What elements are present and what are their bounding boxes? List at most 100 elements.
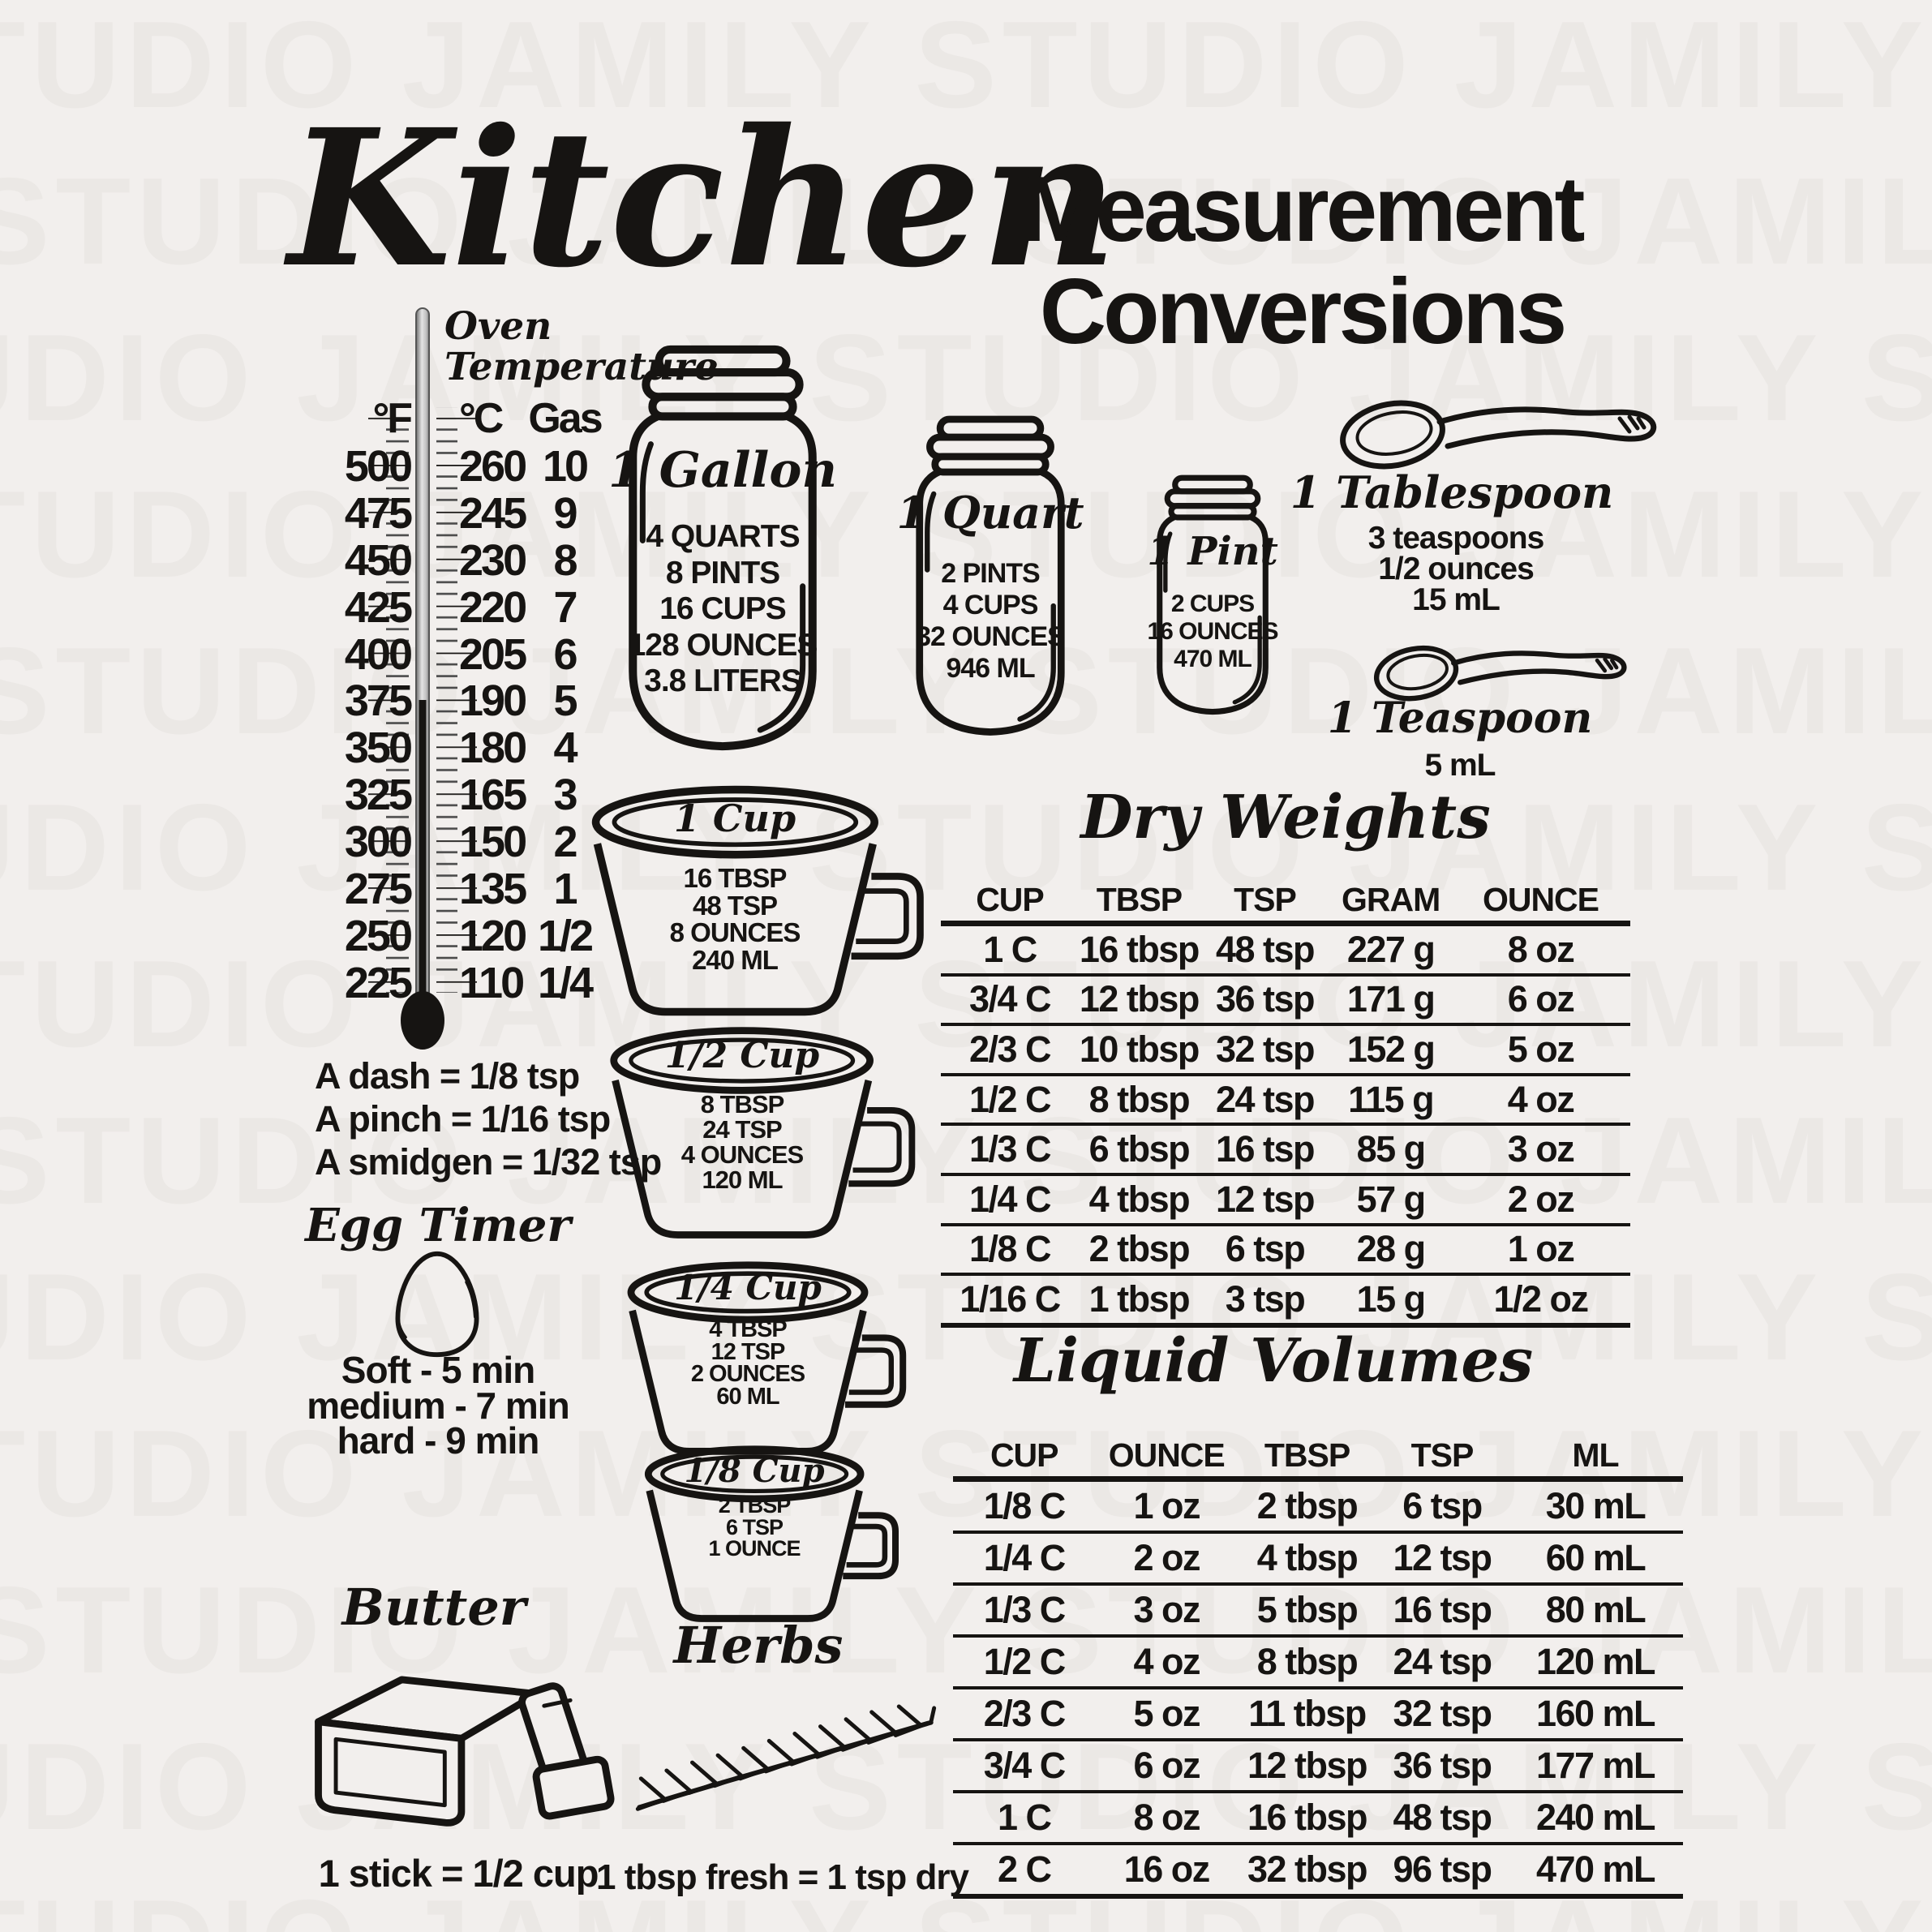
table-cell: 1/8 C bbox=[968, 1228, 1052, 1270]
spoon-fact-line: 1/2 ounces bbox=[1378, 552, 1535, 586]
cup-1-facts: 16 TBSP 48 TSP 8 OUNCES 240 ML bbox=[588, 865, 882, 973]
table-cell: 470 mL bbox=[1535, 1848, 1656, 1890]
watermark-row: STUDIO JAMILY STUDIO JAMILY STUDIO JAMIL… bbox=[0, 1865, 1932, 1932]
oven-table-row: 250 120 1/2 bbox=[308, 911, 608, 960]
gas-mark-value: 1/4 bbox=[537, 958, 594, 1007]
table-cell: 32 tbsp bbox=[1247, 1848, 1368, 1890]
table-cell: 12 tbsp bbox=[1079, 978, 1200, 1020]
cup-fact-line: 2 TBSP bbox=[718, 1493, 792, 1518]
jar-fact-line: 128 OUNCES bbox=[628, 627, 818, 663]
butter-title: Butter bbox=[341, 1578, 526, 1637]
table-cell: 1 tbsp bbox=[1088, 1277, 1191, 1320]
spoon-fact-line: 5 mL bbox=[1424, 748, 1496, 783]
table-cell: 24 tsp bbox=[1393, 1641, 1492, 1682]
watermark-row: STUDIO JAMILY STUDIO JAMILY STUDIO JAMIL… bbox=[0, 466, 1932, 603]
egg-time-line: Soft - 5 min bbox=[341, 1349, 535, 1391]
celsius-value: 220 bbox=[459, 582, 527, 632]
jar-fact-line: 2 PINTS bbox=[941, 558, 1040, 589]
column-header: TBSP bbox=[1096, 880, 1183, 918]
cup-fact-line: 2 OUNCES bbox=[690, 1361, 805, 1387]
fahrenheit-value: 250 bbox=[344, 911, 413, 960]
table-cell: 2/3 C bbox=[968, 1028, 1052, 1070]
oven-table-row: 275 135 1 bbox=[308, 864, 608, 914]
gas-mark-value: 2 bbox=[553, 818, 577, 867]
herbs-note: 1 tbsp fresh = 1 tsp dry bbox=[596, 1857, 969, 1897]
table-cell: 1/2 C bbox=[983, 1641, 1067, 1682]
table-row: 1/8 C 2 tbsp 6 tsp 28 g 1 oz bbox=[941, 1226, 1630, 1277]
table-cell: 15 g bbox=[1356, 1277, 1427, 1320]
table-cell: 177 mL bbox=[1535, 1745, 1656, 1786]
fahrenheit-value: 425 bbox=[344, 582, 413, 632]
table-cell: 1/16 C bbox=[960, 1277, 1061, 1320]
column-header: OUNCE bbox=[1482, 880, 1599, 918]
tablespoon-facts: 3 teaspoons 1/2 ounces 15 mL bbox=[1282, 521, 1630, 616]
table-cell: 1/4 C bbox=[983, 1537, 1067, 1578]
gas-mark-value: 8 bbox=[553, 535, 577, 585]
table-row: 1/8 C 1 oz 2 tbsp 6 tsp 30 mL bbox=[953, 1482, 1683, 1534]
dry-weights-table: CUP TBSP TSP GRAM OUNCE 1 C 16 tbsp 48 tsp 2… bbox=[941, 878, 1630, 1328]
tablespoon-name: 1 Tablespoon bbox=[1290, 466, 1614, 518]
celsius-value: 245 bbox=[459, 488, 527, 538]
oven-table-rows: 500 260 10 475 245 9 450 230 8 425 bbox=[308, 441, 608, 1007]
cup-eighth-name: 1/8 Cup bbox=[684, 1452, 825, 1490]
oven-table-header: °F °C Gas bbox=[308, 394, 608, 442]
table-row: 1/2 C 8 tbsp 24 tsp 115 g 4 oz bbox=[941, 1076, 1630, 1127]
table-cell: 3/4 C bbox=[968, 978, 1052, 1020]
watermark-row: STUDIO JAMILY STUDIO JAMILY STUDIO JAMIL… bbox=[0, 1405, 1932, 1543]
table-cell: 80 mL bbox=[1545, 1589, 1646, 1630]
table-row: 1 C 16 tbsp 48 tsp 227 g 8 oz bbox=[941, 926, 1630, 977]
liquid-volumes-title: Liquid Volumes bbox=[1013, 1326, 1534, 1396]
gas-mark-value: 5 bbox=[553, 676, 577, 726]
table-cell: 8 oz bbox=[1507, 928, 1575, 970]
watermark-row: STUDIO JAMILY STUDIO JAMILY STUDIO JAMIL… bbox=[0, 935, 1932, 1073]
jar-quart-facts: 2 PINTS 4 CUPS 32 OUNCES 946 ML bbox=[894, 558, 1087, 685]
table-cell: 6 tsp bbox=[1402, 1485, 1483, 1526]
table-cell: 1 C bbox=[997, 1797, 1052, 1838]
egg-icon bbox=[395, 1251, 479, 1358]
teaspoon-icon bbox=[1373, 645, 1627, 702]
page-title-block: Measurement Conversions bbox=[917, 159, 1687, 363]
table-row: 1/16 C 1 tbsp 3 tsp 15 g 1/2 oz bbox=[941, 1276, 1630, 1328]
cup-half-facts: 8 TBSP 24 TSP 4 OUNCES 120 ML bbox=[607, 1092, 878, 1192]
gas-mark-value: 6 bbox=[553, 629, 577, 679]
table-cell: 32 tsp bbox=[1393, 1693, 1492, 1734]
watermark-row: STUDIO JAMILY STUDIO JAMILY STUDIO JAMIL… bbox=[0, 1092, 1932, 1230]
column-header: TSP bbox=[1410, 1436, 1475, 1474]
gas-mark-value: 1 bbox=[553, 865, 577, 914]
celsius-value: 190 bbox=[459, 676, 527, 726]
table-cell: 1/2 C bbox=[968, 1078, 1052, 1120]
pinch-definitions: A dash = 1/8 tsp A pinch = 1/16 tsp A smid… bbox=[315, 1054, 662, 1183]
mason-jar-quart-icon bbox=[916, 415, 1065, 736]
table-cell: 160 mL bbox=[1535, 1693, 1656, 1734]
table-row: 1/2 C 4 oz 8 tbsp 24 tsp 120 mL bbox=[953, 1638, 1683, 1689]
table-cell: 6 oz bbox=[1133, 1745, 1200, 1786]
gas-mark-value: 10 bbox=[542, 442, 589, 491]
dry-weights-rows: 1 C 16 tbsp 48 tsp 227 g 8 oz 3/4 C 12 t… bbox=[941, 926, 1630, 1328]
spoon-fact-line: 3 teaspoons bbox=[1367, 521, 1545, 556]
table-cell: 16 tbsp bbox=[1247, 1797, 1368, 1838]
table-cell: 4 tbsp bbox=[1088, 1178, 1191, 1220]
table-cell: 1 C bbox=[983, 928, 1037, 970]
table-cell: 1/8 C bbox=[983, 1485, 1067, 1526]
egg-time-line: medium - 7 min bbox=[307, 1384, 569, 1427]
fahrenheit-value: 500 bbox=[344, 442, 413, 491]
jar-quart-name: 1 Quart bbox=[896, 487, 1084, 539]
celsius-value: 150 bbox=[459, 818, 527, 867]
table-cell: 36 tsp bbox=[1393, 1745, 1492, 1786]
table-cell: 36 tsp bbox=[1215, 978, 1316, 1020]
celsius-value: 205 bbox=[459, 629, 527, 679]
column-header: OUNCE bbox=[1108, 1436, 1226, 1474]
table-cell: 8 tbsp bbox=[1088, 1078, 1191, 1120]
egg-time-line: hard - 9 min bbox=[337, 1419, 540, 1462]
jar-fact-line: 2 CUPS bbox=[1170, 590, 1255, 617]
table-cell: 1/3 C bbox=[983, 1589, 1067, 1630]
page-title-script: Kitchen bbox=[288, 88, 1118, 309]
cup-fact-line: 8 OUNCES bbox=[669, 917, 801, 947]
measuring-cup-eighth-icon bbox=[644, 1445, 899, 1622]
table-cell: 2 oz bbox=[1133, 1537, 1200, 1578]
fahrenheit-value: 225 bbox=[344, 958, 413, 1007]
measuring-cup-1-icon bbox=[591, 785, 924, 1016]
watermark-row: STUDIO JAMILY STUDIO JAMILY STUDIO JAMIL… bbox=[0, 0, 1932, 134]
gas-mark-value: 1/2 bbox=[537, 911, 594, 960]
